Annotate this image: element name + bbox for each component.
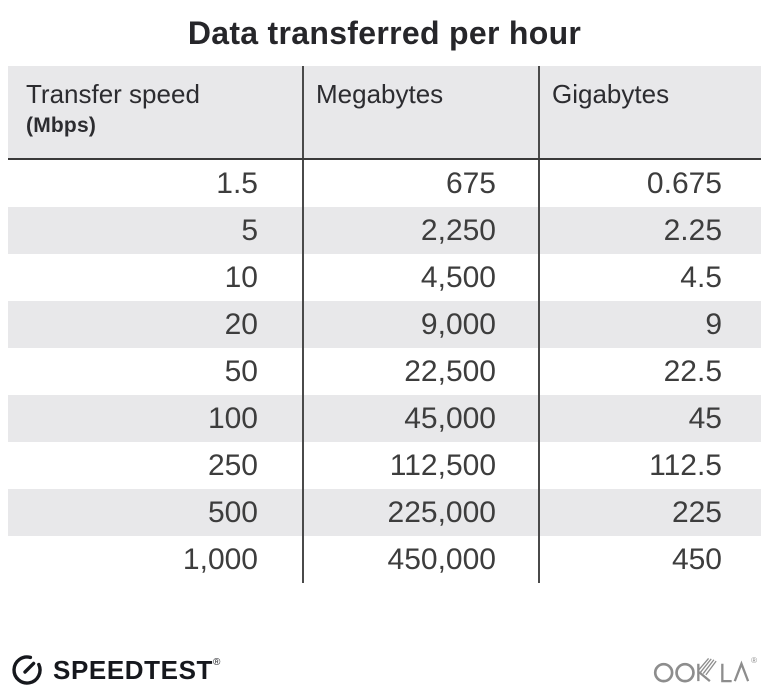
table-header-row: Transfer speed (Mbps) Megabytes Gigabyte… bbox=[8, 66, 761, 160]
cell-gigabytes: 4.5 bbox=[538, 254, 761, 301]
column-header-transfer-speed: Transfer speed (Mbps) bbox=[8, 66, 302, 158]
column-header-label: Gigabytes bbox=[552, 79, 670, 109]
cell-speed: 10 bbox=[224, 261, 258, 294]
speedtest-label: SPEEDTEST bbox=[53, 654, 213, 685]
cell-gigabytes: 22.5 bbox=[538, 348, 761, 395]
speedtest-trademark: ® bbox=[213, 656, 221, 668]
table-body: 1.5 675 0.675 5 2,250 2.25 10 4,500 4.5 20 9,000 9 5… bbox=[8, 160, 761, 583]
column-header-label: Transfer speed bbox=[26, 79, 200, 109]
ookla-wordmark-icon bbox=[651, 654, 751, 686]
table-row: 1,000 450,000 450 bbox=[8, 536, 761, 583]
speedtest-wordmark: SPEEDTEST® bbox=[53, 655, 221, 686]
cell-gigabytes: 450 bbox=[538, 536, 761, 583]
table-row: 20 9,000 9 bbox=[8, 301, 761, 348]
column-header-megabytes: Megabytes bbox=[302, 66, 538, 158]
column-header-sublabel: (Mbps) bbox=[26, 114, 97, 137]
data-table: Transfer speed (Mbps) Megabytes Gigabyte… bbox=[8, 66, 761, 583]
table-row: 500 225,000 225 bbox=[8, 489, 761, 536]
cell-megabytes: 112,500 bbox=[302, 442, 538, 489]
column-header-gigabytes: Gigabytes bbox=[538, 66, 761, 158]
cell-speed: 5 bbox=[241, 214, 258, 247]
table-row: 10 4,500 4.5 bbox=[8, 254, 761, 301]
cell-megabytes: 225,000 bbox=[302, 489, 538, 536]
column-header-label: Megabytes bbox=[316, 79, 444, 109]
cell-speed: 1.5 bbox=[216, 167, 258, 200]
ookla-trademark: ® bbox=[751, 656, 757, 665]
infographic-page: Data transferred per hour Transfer speed… bbox=[8, 15, 761, 685]
cell-gigabytes: 0.675 bbox=[538, 160, 761, 207]
cell-gigabytes: 9 bbox=[538, 301, 761, 348]
cell-megabytes: 9,000 bbox=[302, 301, 538, 348]
gauge-icon bbox=[10, 653, 44, 687]
cell-speed: 500 bbox=[207, 496, 258, 529]
page-title: Data transferred per hour bbox=[187, 15, 582, 51]
cell-speed: 250 bbox=[207, 449, 258, 482]
cell-speed: 20 bbox=[224, 308, 258, 341]
table-row: 1.5 675 0.675 bbox=[8, 160, 761, 207]
speedtest-logo: SPEEDTEST® bbox=[10, 653, 221, 687]
cell-megabytes: 22,500 bbox=[302, 348, 538, 395]
cell-gigabytes: 45 bbox=[538, 395, 761, 442]
table-row: 250 112,500 112.5 bbox=[8, 442, 761, 489]
cell-megabytes: 4,500 bbox=[302, 254, 538, 301]
table-row: 5 2,250 2.25 bbox=[8, 207, 761, 254]
cell-speed: 50 bbox=[224, 355, 258, 388]
cell-gigabytes: 112.5 bbox=[538, 442, 761, 489]
table-row: 100 45,000 45 bbox=[8, 395, 761, 442]
cell-megabytes: 450,000 bbox=[302, 536, 538, 583]
footer: SPEEDTEST® bbox=[10, 648, 757, 692]
ookla-logo: ® bbox=[651, 654, 757, 686]
cell-gigabytes: 225 bbox=[538, 489, 761, 536]
table-row: 50 22,500 22.5 bbox=[8, 348, 761, 395]
cell-megabytes: 2,250 bbox=[302, 207, 538, 254]
cell-megabytes: 675 bbox=[302, 160, 538, 207]
cell-megabytes: 45,000 bbox=[302, 395, 538, 442]
cell-speed: 100 bbox=[207, 402, 258, 435]
cell-speed: 1,000 bbox=[182, 543, 258, 576]
cell-gigabytes: 2.25 bbox=[538, 207, 761, 254]
